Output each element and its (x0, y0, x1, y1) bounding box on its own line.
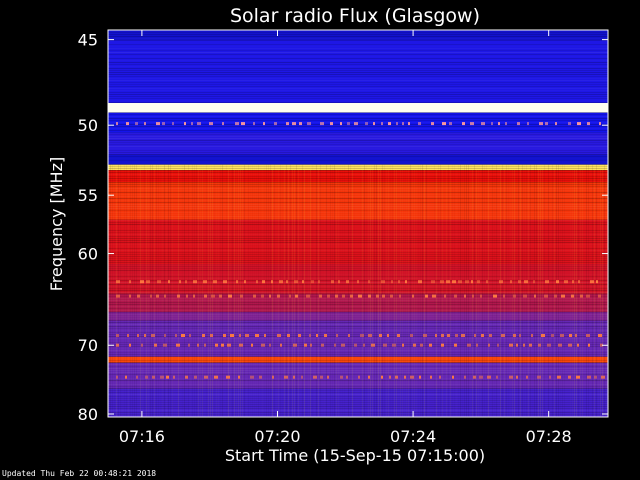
frequency-band (108, 39, 608, 104)
plot-frame (107, 29, 609, 418)
frequency-band (108, 388, 608, 417)
spectrum-texture (108, 30, 608, 417)
x-tick-label: 07:20 (254, 427, 300, 446)
x-tick-label: 07:28 (526, 427, 572, 446)
frequency-band (108, 219, 608, 265)
x-tick-label: 07:16 (119, 427, 165, 446)
frequency-band (108, 103, 608, 113)
x-tick-label: 07:24 (390, 427, 436, 446)
frequency-band (108, 30, 608, 40)
frequency-band (108, 132, 608, 155)
frequency-band (108, 164, 608, 171)
y-axis: 45 50 55 60 70 80 (78, 31, 608, 424)
frequency-band (108, 320, 608, 357)
frequency-band (108, 311, 608, 321)
x-axis: 07:16 07:20 07:24 07:28 (119, 30, 572, 446)
frequency-band (108, 356, 608, 363)
plot-area (108, 30, 608, 417)
y-axis-label: Frequency [MHz] (47, 157, 66, 291)
updated-timestamp: Updated Thu Feb 22 00:48:21 2018 (2, 469, 157, 478)
frequency-band (108, 264, 608, 294)
y-tick-label: 70 (78, 336, 98, 355)
y-tick-label: 50 (78, 116, 98, 135)
y-tick-label: 60 (78, 245, 98, 264)
frequency-band (108, 170, 608, 183)
frequency-band (108, 293, 608, 312)
y-tick-label: 80 (78, 405, 98, 424)
chart-title: Solar radio Flux (Glasgow) (230, 5, 480, 27)
frequency-band (108, 154, 608, 165)
y-tick-label: 45 (78, 31, 98, 50)
y-tick-label: 55 (78, 186, 98, 205)
frequency-band (108, 182, 608, 220)
x-axis-label: Start Time (15-Sep-15 07:15:00) (225, 446, 485, 465)
